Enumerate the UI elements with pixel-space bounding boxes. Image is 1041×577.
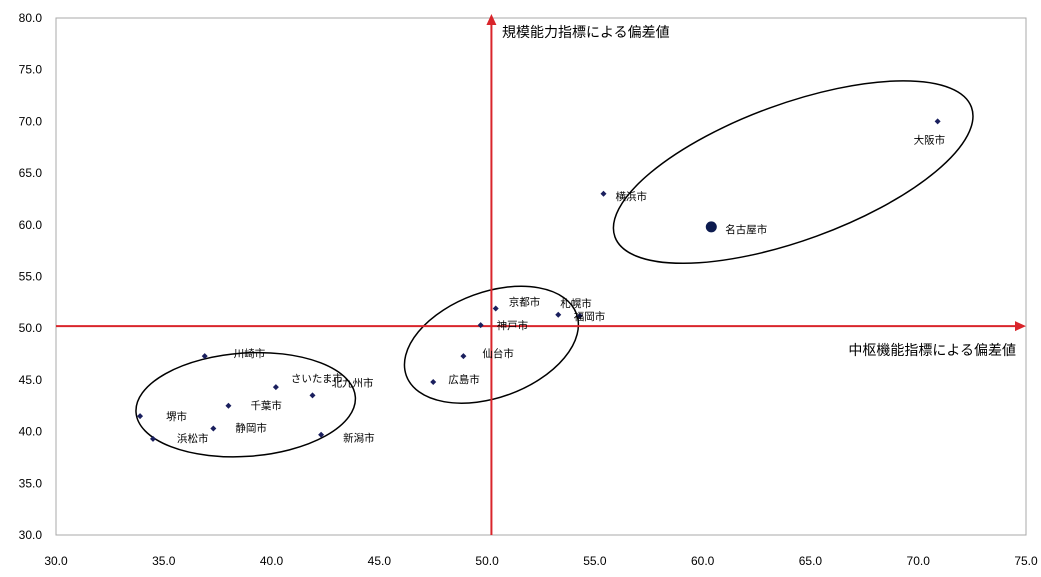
x-tick-label: 75.0: [1014, 554, 1038, 568]
data-label: 福岡市: [574, 310, 606, 323]
data-label: 横浜市: [616, 190, 648, 203]
data-label: 神戸市: [497, 319, 528, 332]
data-label: さいたま市: [291, 372, 343, 385]
y-tick-label: 80.0: [19, 11, 43, 25]
y-tick-label: 70.0: [19, 114, 43, 128]
data-label: 千葉市: [250, 399, 282, 412]
data-label: 名古屋市: [725, 223, 767, 236]
data-label: 新潟市: [343, 432, 375, 445]
data-point: [934, 118, 941, 125]
y-tick-label: 35.0: [19, 476, 43, 490]
x-tick-label: 55.0: [583, 554, 607, 568]
y-tick-label: 55.0: [19, 270, 43, 284]
data-label: 広島市: [448, 373, 480, 386]
data-point: [309, 392, 316, 399]
y-tick-label: 30.0: [19, 528, 43, 542]
x-tick-label: 65.0: [799, 554, 823, 568]
x-tick-label: 70.0: [907, 554, 931, 568]
horizontal-axis-arrowhead: [1015, 321, 1026, 332]
y-tick-label: 65.0: [19, 166, 43, 180]
data-point: [705, 221, 717, 233]
data-label: 静岡市: [235, 421, 267, 434]
data-point: [492, 305, 499, 312]
data-label: 川崎市: [234, 347, 266, 360]
data-label: 京都市: [509, 296, 541, 309]
x-tick-label: 60.0: [691, 554, 715, 568]
x-tick-label: 50.0: [475, 554, 499, 568]
y-tick-label: 75.0: [19, 63, 43, 77]
data-point: [201, 353, 208, 360]
data-point: [225, 402, 232, 409]
x-tick-label: 45.0: [368, 554, 392, 568]
data-point: [150, 435, 156, 442]
data-label: 堺市: [166, 410, 187, 423]
data-point: [600, 190, 607, 197]
y-tick-label: 45.0: [19, 373, 43, 387]
data-point: [576, 312, 583, 319]
x-tick-label: 40.0: [260, 554, 284, 568]
y-tick-label: 40.0: [19, 425, 43, 439]
x-axis-title: 中枢機能指標による偏差値: [848, 343, 1016, 359]
y-tick-label: 50.0: [19, 321, 43, 335]
x-tick-label: 35.0: [152, 554, 176, 568]
y-axis-title: 規模能力指標による偏差値: [502, 25, 670, 41]
data-point: [318, 431, 325, 438]
data-point: [477, 322, 484, 329]
data-point: [272, 384, 279, 391]
group-ellipse-southwest: [135, 351, 357, 458]
data-label: 浜松市: [177, 432, 209, 445]
y-tick-label: 60.0: [19, 218, 43, 232]
data-point: [137, 413, 144, 420]
x-tick-label: 30.0: [44, 554, 68, 568]
group-ellipse-center: [403, 285, 580, 404]
data-label: 札幌市: [560, 297, 592, 310]
data-point: [430, 378, 437, 385]
data-point: [555, 311, 562, 318]
data-point: [210, 425, 217, 432]
vertical-axis-arrowhead: [486, 14, 497, 25]
group-ellipse-northeast: [612, 80, 974, 265]
data-label: 北九州市: [332, 376, 374, 389]
plot-area-frame: [55, 17, 1027, 536]
data-label: 仙台市: [482, 347, 514, 360]
data-label: 大阪市: [914, 133, 946, 146]
data-point: [460, 353, 467, 360]
